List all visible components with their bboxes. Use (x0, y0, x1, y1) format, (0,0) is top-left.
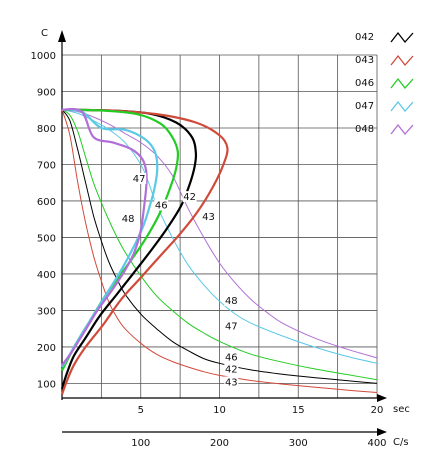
curve-label-bg (224, 351, 239, 363)
curve-label-bg (132, 172, 147, 184)
curve-label: 43 (202, 212, 215, 223)
legend-swatch (390, 77, 414, 90)
legend-label: 047 (355, 101, 374, 112)
x-rate-axis-title: C/s (393, 437, 409, 448)
y-tick-label: 700 (37, 160, 56, 171)
rate-curve-42 (60, 108, 198, 390)
rate-curve-46 (61, 108, 180, 372)
y-tick-label: 900 (37, 87, 56, 98)
curves (60, 107, 378, 395)
y-axis-arrow (58, 30, 66, 42)
x-rate-axis-arrow (377, 428, 387, 436)
curve-label-bg (182, 191, 197, 203)
time-curve-48 (61, 109, 378, 359)
x-time-axis-arrow (377, 394, 387, 402)
legend-label: 048 (355, 124, 374, 135)
x-time-tick-label: 20 (371, 405, 384, 416)
legend-label: 042 (355, 32, 374, 43)
axes (58, 30, 387, 436)
time-curve-42 (61, 109, 378, 384)
curve-label: 42 (225, 365, 238, 376)
x-rate-tick-label: 100 (131, 438, 150, 449)
grid (62, 54, 378, 398)
y-tick-label: 400 (37, 270, 56, 281)
curve-label: 46 (155, 201, 168, 212)
curve-label-bg (201, 211, 216, 223)
y-tick-label: 100 (37, 379, 56, 390)
curve-label-bg (121, 213, 136, 225)
curve-label-bg (224, 295, 239, 307)
time-curve-43 (61, 109, 378, 393)
x-rate-tick-label: 300 (289, 438, 308, 449)
y-axis-title: C (41, 28, 48, 39)
curve-label: 46 (225, 353, 238, 364)
rate-curve-48 (61, 107, 148, 366)
legend-swatch (390, 31, 414, 44)
curve-label-bg (224, 376, 239, 388)
x-time-tick-label: 10 (213, 405, 226, 416)
curve-label-bg (224, 320, 239, 332)
rate-curve-43 (60, 108, 229, 395)
x-time-axis-title: sec (393, 404, 410, 415)
x-rate-tick-label: 200 (210, 438, 229, 449)
curve-label: 48 (225, 296, 238, 307)
curve-label: 47 (225, 322, 238, 333)
x-rate-tick-label: 400 (367, 438, 386, 449)
legend-label: 043 (355, 55, 374, 66)
curve-label: 47 (133, 174, 146, 185)
y-tick-label: 800 (37, 124, 56, 135)
x-time-tick-labels: 5 10 15 20 (138, 405, 384, 416)
legend-swatch (390, 100, 414, 113)
y-tick-label: 500 (37, 233, 56, 244)
legend-label: 046 (355, 78, 374, 89)
curve-label: 43 (225, 377, 238, 388)
y-tick-label: 1000 (31, 51, 56, 62)
legend-swatch (390, 54, 414, 67)
legend: 042 043 046 047 048 (355, 31, 414, 136)
curve-label-bg (224, 363, 239, 375)
y-tick-labels: 100 200 300 400 500 600 700 800 900 1000 (31, 51, 56, 390)
legend-swatch (390, 123, 414, 136)
curve-label: 48 (122, 214, 135, 225)
curve-label: 42 (183, 192, 196, 203)
rate-curve-47 (61, 108, 159, 368)
y-tick-label: 600 (37, 197, 56, 208)
time-curve-46 (61, 109, 378, 381)
x-time-tick-label: 5 (138, 405, 144, 416)
y-tick-label: 300 (37, 306, 56, 317)
curve-label-bg (154, 199, 169, 211)
y-tick-label: 200 (37, 343, 56, 354)
x-rate-tick-labels: 100 200 300 400 (131, 438, 386, 449)
x-time-tick-label: 15 (292, 405, 305, 416)
